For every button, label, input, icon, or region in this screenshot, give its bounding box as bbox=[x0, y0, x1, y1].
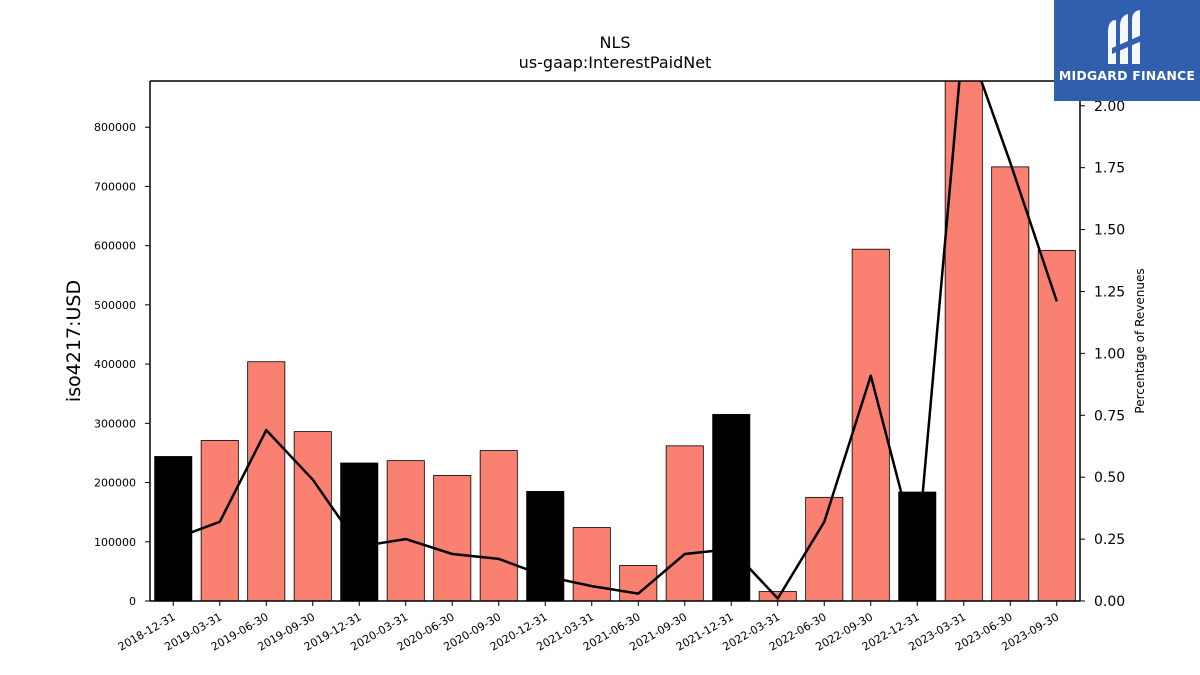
bar-2019-09-30 bbox=[293, 431, 332, 602]
bar-2018-12-31 bbox=[154, 456, 193, 602]
y2-tick-label: 1.00 bbox=[1094, 346, 1125, 362]
bar-2020-12-31 bbox=[526, 491, 565, 602]
bar-2022-06-30 bbox=[805, 496, 844, 602]
y2-tick-label: 0.25 bbox=[1094, 532, 1125, 548]
bar-2019-12-31 bbox=[340, 462, 379, 602]
y-tick-label: 0 bbox=[129, 595, 136, 608]
bar-2023-06-30 bbox=[991, 166, 1030, 602]
y2-axis-label: Percentage of Revenues bbox=[1133, 268, 1147, 413]
y-tick-label: 200000 bbox=[94, 477, 136, 490]
logo-text: MIDGARD FINANCE bbox=[1058, 68, 1196, 83]
bar-2023-03-31 bbox=[944, 80, 983, 602]
y2-tick-label: 1.25 bbox=[1094, 284, 1125, 300]
percentage-line bbox=[172, 81, 1058, 600]
bar-2020-06-30 bbox=[433, 475, 472, 602]
chart-subtitle: us-gaap:InterestPaidNet bbox=[519, 53, 712, 72]
y2-tick-label: 1.50 bbox=[1094, 223, 1125, 239]
logo-mark-icon bbox=[1108, 10, 1144, 64]
y-axis-label: iso4217:USD bbox=[63, 280, 85, 402]
y-tick-label: 500000 bbox=[94, 299, 136, 312]
bar-2020-09-30 bbox=[479, 450, 518, 602]
y2-tick-label: 1.75 bbox=[1094, 161, 1125, 177]
y-tick-label: 800000 bbox=[94, 121, 136, 134]
bar-2019-06-30 bbox=[247, 361, 286, 602]
y-tick-label: 600000 bbox=[94, 240, 136, 253]
y2-tick-label: 0.50 bbox=[1094, 470, 1125, 486]
y-tick-label: 400000 bbox=[94, 358, 136, 371]
chart-title: NLS bbox=[599, 33, 630, 52]
bar-2023-09-30 bbox=[1037, 249, 1076, 602]
brand-logo: MIDGARD FINANCE bbox=[1054, 0, 1200, 101]
bar-2021-09-30 bbox=[665, 445, 704, 602]
y-tick-label: 700000 bbox=[94, 180, 136, 193]
y-tick-label: 100000 bbox=[94, 536, 136, 549]
bar-2020-03-31 bbox=[386, 460, 425, 602]
bar-2021-12-31 bbox=[712, 414, 751, 602]
bar-2021-03-31 bbox=[572, 527, 611, 602]
y-tick-label: 300000 bbox=[94, 417, 136, 430]
y2-tick-label: 0.75 bbox=[1094, 408, 1125, 424]
y2-tick-label: 2.00 bbox=[1094, 99, 1125, 115]
y2-tick-label: 0.00 bbox=[1094, 594, 1125, 610]
